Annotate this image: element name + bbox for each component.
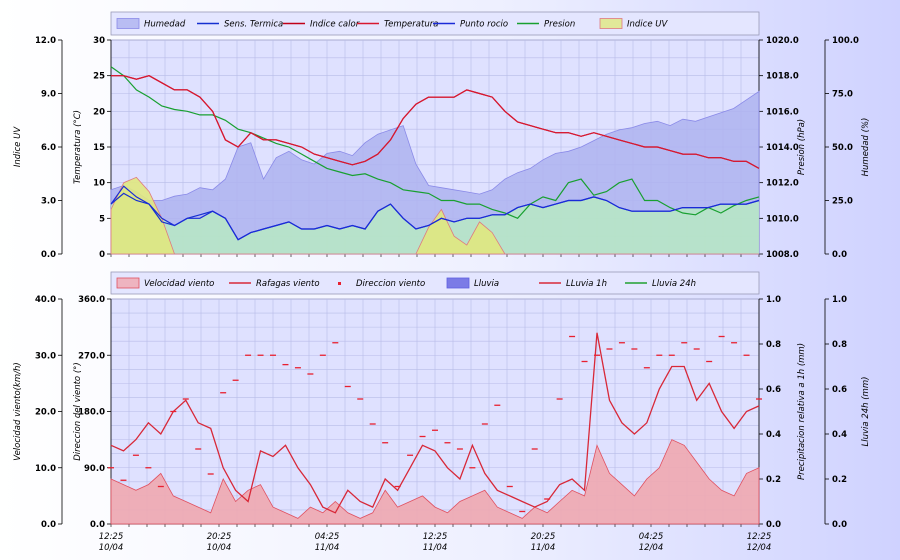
x-tick-date: 12/04: [639, 543, 664, 553]
axis-tick-label: 0.6: [832, 385, 847, 395]
legend-swatch: [599, 18, 623, 29]
x-tick-time: 20:25: [207, 532, 232, 542]
axis-tick-label: 25: [93, 72, 105, 82]
axis-tick-label: 6.0: [41, 143, 56, 153]
series-line-punto-rocio: [110, 185, 760, 241]
axis-tick-label: 0.8: [766, 340, 781, 350]
axis-tick-label: 10: [93, 179, 105, 189]
axis-tick-label: 12.0: [35, 36, 56, 46]
axis-tick-label: 1.0: [766, 295, 781, 305]
legend-label: Indice calor: [310, 20, 360, 30]
axis-title: Indice UV: [13, 126, 23, 167]
x-tick-time: 12:25: [423, 532, 448, 542]
axis-tick-label: 1010.0: [766, 214, 799, 224]
x-tick-time: 12:25: [99, 532, 124, 542]
axis-tick-label: 0.4: [832, 430, 847, 440]
series-line-rafagas-viento: [110, 332, 760, 514]
legend-swatch: [116, 277, 140, 289]
legend-label: Temperatura: [384, 20, 438, 30]
axis-title: Presion (hPa): [797, 119, 807, 175]
x-tick-date: 11/04: [315, 543, 340, 553]
axis-tick-label: 180.0: [78, 408, 105, 418]
axis-tick-label: 0.8: [832, 340, 847, 350]
series-line-temperatura: [111, 75, 760, 169]
axis-tick-label: 90.0: [84, 464, 105, 474]
axis-tick-label: 0.0: [90, 520, 105, 530]
series-area-uv: [110, 176, 759, 255]
x-tick-date: 10/04: [207, 543, 232, 553]
axis-tick-label: 1016.0: [766, 107, 799, 117]
axis-tick-label: 0.2: [832, 475, 847, 485]
axis-tick-label: 1012.0: [766, 179, 799, 189]
x-tick-date: 11/04: [423, 543, 448, 553]
series-area-velocidad-viento: [110, 439, 760, 525]
legend-label: Indice UV: [627, 20, 668, 30]
axis-title: Velocidad viento(km/h): [13, 362, 23, 460]
axis-tick-label: 20.0: [35, 408, 56, 418]
legend-label: Velocidad viento: [144, 279, 214, 289]
axis-tick-label: 40.0: [35, 295, 56, 305]
axis-tick-label: 100.0: [832, 36, 859, 46]
axis-title: Humedad (%): [861, 118, 871, 177]
axis-tick-label: 1018.0: [766, 72, 799, 82]
legend-label: Sens. Termica: [224, 20, 283, 30]
legend-swatch: [446, 277, 470, 289]
legend-box: [110, 271, 760, 295]
axis-tick-label: 0.0: [41, 250, 56, 260]
axis-tick-label: 5: [99, 214, 105, 224]
legend-label: Lluvia: [474, 279, 499, 289]
series-area-dew: [111, 186, 759, 254]
axis-tick-label: 1020.0: [766, 36, 799, 46]
axis-tick-label: 0.0: [41, 520, 56, 530]
axis-tick-label: 0.0: [832, 520, 847, 530]
axis-tick-label: 30.0: [35, 351, 56, 361]
axis-tick-label: 20: [93, 107, 105, 117]
axis-title: Temperatura (°C): [73, 110, 83, 184]
x-tick-time: 04:25: [639, 532, 664, 542]
axis-tick-label: 0.6: [766, 385, 781, 395]
axis-tick-label: 25.0: [832, 197, 853, 207]
legend-label: LLuvia 1h: [566, 279, 607, 289]
x-tick-time: 04:25: [315, 532, 340, 542]
axis-tick-label: 0: [99, 250, 105, 260]
x-tick-time: 12:25: [747, 532, 772, 542]
legend-swatch: [116, 18, 140, 29]
legend-label: Direccion viento: [356, 279, 425, 289]
axis-tick-label: 1.0: [832, 295, 847, 305]
axis-tick-label: 15: [93, 143, 105, 153]
axis-tick-label: 0.2: [766, 475, 781, 485]
series-line-presion: [110, 66, 760, 220]
legend-label: Lluvia 24h: [652, 279, 696, 289]
axis-tick-label: 1008.0: [766, 250, 799, 260]
axis-tick-label: 3.0: [41, 197, 56, 207]
axis-tick-label: 30: [93, 36, 105, 46]
x-tick-date: 11/04: [531, 543, 556, 553]
axis-title: Direccion del viento (°): [73, 362, 83, 460]
axis-tick-label: 1014.0: [766, 143, 799, 153]
legend-label: Rafagas viento: [256, 279, 320, 289]
x-tick-time: 20:25: [531, 532, 556, 542]
legend-label: Presion: [544, 20, 575, 30]
axis-title: Precipitacion relativa a 1h (mm): [797, 343, 807, 480]
axis-tick-label: 50.0: [832, 143, 853, 153]
legend-label: Humedad: [144, 20, 186, 30]
axis-title: Lluvia 24h (mm): [861, 377, 871, 447]
x-tick-date: 10/04: [99, 543, 124, 553]
axis-tick-label: 10.0: [35, 464, 56, 474]
x-tick-date: 12/04: [747, 543, 772, 553]
axis-tick-label: 270.0: [78, 351, 105, 361]
legend-label: Punto rocio: [460, 20, 508, 30]
legend-swatch: [338, 282, 341, 285]
axis-tick-label: 0.4: [766, 430, 781, 440]
axis-tick-label: 0.0: [832, 250, 847, 260]
axis-tick-label: 360.0: [78, 295, 105, 305]
axis-tick-label: 75.0: [832, 90, 853, 100]
axis-tick-label: 0.0: [766, 520, 781, 530]
axis-tick-label: 9.0: [41, 90, 56, 100]
